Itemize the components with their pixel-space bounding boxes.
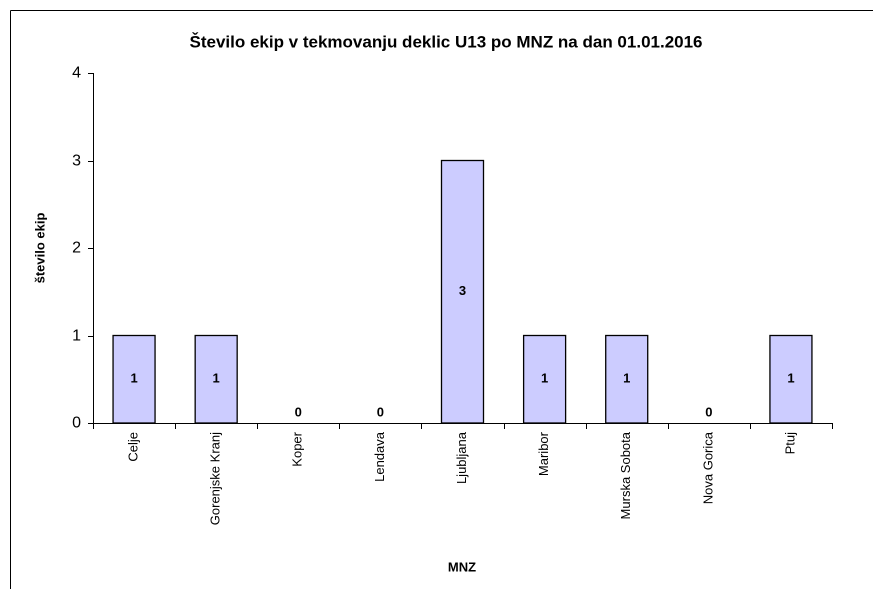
chart-title: Število ekip v tekmovanju deklic U13 po …	[189, 32, 702, 51]
y-tick-label: 1	[72, 328, 81, 345]
y-axis-label: število ekip	[32, 213, 47, 284]
x-tick-label: Celje	[125, 432, 140, 462]
y-tick-label: 0	[72, 415, 81, 432]
x-tick-label: Lendava	[372, 431, 387, 482]
bar	[769, 334, 813, 424]
data-label: 0	[705, 404, 712, 419]
x-tick-label: Gorenjske Kranj	[208, 432, 223, 525]
bar	[522, 334, 567, 424]
data-label: 1	[541, 371, 548, 386]
x-tick-label: Maribor	[536, 431, 551, 476]
x-tick-label: Ptuj	[782, 432, 797, 455]
x-tick-label: Koper	[290, 431, 305, 466]
bar	[112, 334, 156, 424]
data-label: 1	[213, 371, 220, 386]
data-label: 1	[130, 371, 137, 386]
x-tick-label: Nova Gorica	[700, 431, 715, 504]
bar	[194, 334, 238, 424]
y-tick-label: 4	[72, 65, 81, 82]
x-tick-label: Murska Sobota	[618, 431, 633, 519]
data-label: 1	[787, 371, 794, 386]
data-label: 0	[377, 404, 384, 419]
x-axis-label: MNZ	[448, 559, 476, 574]
data-label: 1	[623, 371, 630, 386]
y-tick-label: 3	[72, 153, 81, 170]
data-label: 3	[459, 283, 466, 298]
bar	[605, 334, 649, 424]
bar	[440, 159, 485, 424]
data-label: 0	[295, 404, 302, 419]
x-tick-label: Ljubljana	[454, 431, 469, 484]
y-tick-label: 2	[72, 240, 81, 257]
